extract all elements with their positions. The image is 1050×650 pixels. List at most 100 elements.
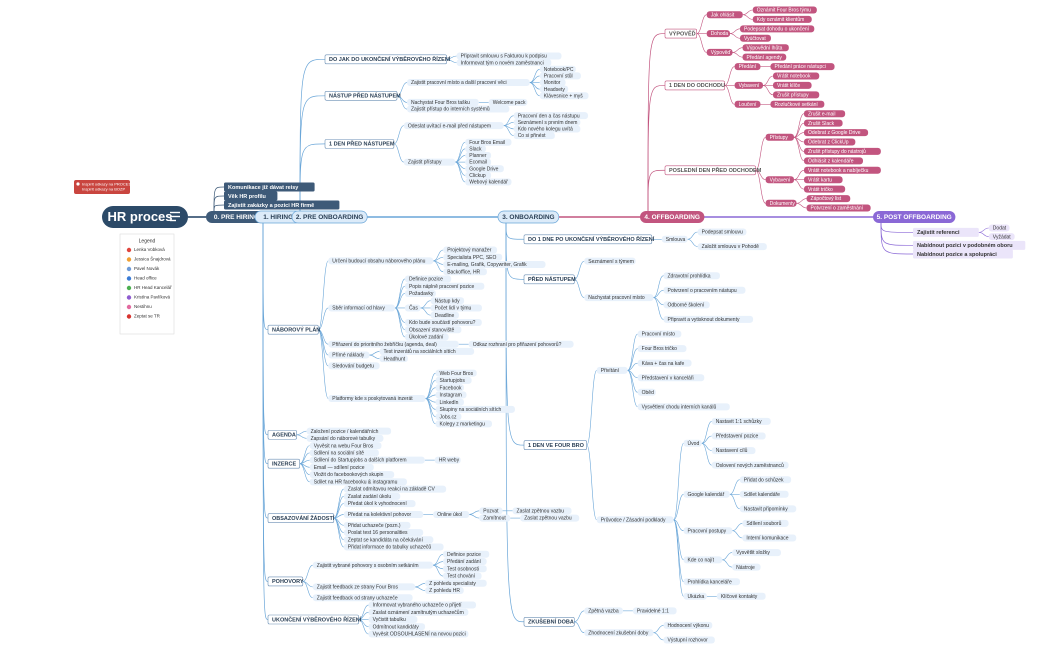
topic-box: [343, 500, 416, 508]
connector: [627, 348, 638, 371]
subtopic: Definice pozice: [404, 275, 452, 283]
topic-label: Oslovení nových zaměstnanců: [716, 462, 784, 469]
topic-box: [435, 398, 464, 406]
topic-label: Zapsání do náborové tabulky: [311, 436, 376, 442]
topic-label: Zrušit přístupy do nástrojů: [808, 148, 866, 155]
subtopic: Four Bros Email: [465, 138, 512, 146]
topic-label: Skupiny na sociálních sítích: [440, 407, 502, 413]
topic-box: [465, 178, 512, 186]
topic-box: [806, 195, 851, 203]
topic-box: [663, 272, 720, 280]
legend-label: Jessica Šnajdrová: [134, 256, 171, 262]
topic-box: [435, 369, 477, 377]
subtopic: Zaslat zpětnou vazbu: [520, 514, 580, 522]
topic-label: Odeslat uvítací e-mail před nástupem: [408, 123, 491, 129]
subtopic: Odkaz rozhraní pro přiřazení pohovorů?: [468, 340, 574, 348]
topic-box: [324, 139, 395, 149]
subtopic: Předání: [734, 63, 761, 70]
topic-box: [513, 125, 581, 133]
topic-label: Komunikace již dávat reisy: [228, 185, 299, 191]
subtopic: Ukázka: [683, 592, 707, 600]
connector: [978, 232, 989, 237]
branch-label: 3. ONBOARDING: [502, 214, 554, 221]
topic-label: Sdílení souborů: [746, 520, 781, 527]
central-box: [102, 206, 188, 228]
branch-label: 1. HIRING: [263, 214, 293, 221]
subtopic: Platformy kde s poskytovaná inzerát: [328, 395, 426, 402]
legend-title: Legend: [139, 238, 156, 244]
topic-box: [443, 550, 490, 558]
topic-box: [430, 311, 459, 319]
topic-box: [739, 476, 792, 484]
topic-label: Požadavky: [409, 291, 434, 297]
topic-box: [683, 578, 740, 586]
topic: Zajistit zakázky a pozici HR firmě: [224, 200, 340, 210]
topic-box: [407, 79, 530, 87]
legend-icon: [126, 247, 132, 253]
topic-box: [584, 607, 623, 615]
subtopic: Oznámit Four Bros týmu: [752, 6, 817, 14]
connector: [653, 289, 664, 298]
subtopic: Headhunt: [379, 355, 408, 362]
topic-box: [456, 52, 562, 60]
subtopic: Oslovení nových zaměstnanců: [711, 461, 789, 469]
topic-box: [539, 85, 569, 93]
topic-box: [435, 384, 464, 392]
topic-box: [328, 351, 370, 359]
topic-label: Vybavení: [739, 83, 760, 89]
subtopic: Zajistit pracovní místo a další pracovní…: [407, 79, 530, 86]
connector: [446, 59, 457, 63]
connector: [732, 530, 743, 539]
topic-label: Web Four Bros: [440, 371, 474, 377]
topic-label: Založit smlouvu v Pohodě: [702, 244, 759, 250]
topic-label: Sdílet kalendáře: [744, 492, 780, 498]
topic-label: Zajistit vybrané pohovory s osobním setk…: [317, 563, 419, 569]
connector: [586, 444, 597, 521]
connector: [318, 329, 329, 367]
topic-box: [324, 54, 447, 65]
topic-label: Přidat uchazeče (pozn.): [348, 523, 401, 529]
topic: PŘED NÁSTUPEM: [523, 274, 576, 285]
topic-box: [309, 449, 379, 457]
main-branch: 3. ONBOARDING: [497, 210, 560, 224]
subtopic: Zeptat se kandidáta na očekávání: [343, 536, 434, 543]
subtopic: Odhlásit z kalendáře: [804, 157, 863, 164]
subtopic: Přístupy: [765, 133, 794, 141]
topic-label: Nástroje: [736, 565, 755, 571]
subtopic: Káva + čas na kafe: [637, 359, 692, 367]
connector: [425, 398, 436, 425]
topic-box: [309, 471, 395, 479]
subtopic: Předání zadání: [443, 558, 487, 565]
topic-box: [770, 63, 835, 71]
topic-label: Projektový manažer: [447, 248, 492, 254]
topic-label: Podepsat dohodu o ukončení: [744, 26, 810, 32]
topic-label: Předání: [739, 64, 757, 70]
subtopic: Vložit do facebookových skupin: [309, 471, 395, 479]
topic-label: Vrátit notebook a nabíječku: [808, 168, 869, 174]
connector: [722, 552, 733, 561]
topic-box: [513, 112, 588, 120]
topic-label: Vyčistit tabulku: [373, 617, 406, 623]
topic-box: [456, 59, 552, 67]
topic-box: [443, 246, 498, 254]
subtopic: Nachystat Four Bros tašku: [407, 98, 479, 106]
topic-label: Specialista PPC, SEO: [447, 255, 496, 261]
connector: [724, 66, 735, 86]
subtopic: Zajistit přístup do interních systémů: [407, 105, 510, 113]
topic-label: Informovat vybraného uchazeče o přijetí: [373, 603, 463, 609]
topic-label: Klávesnice + myš: [544, 93, 584, 99]
topic-box: [596, 516, 674, 524]
topic-box: [804, 129, 869, 137]
topic-label: Čas: [409, 305, 418, 312]
topic-label: Test chování: [447, 574, 476, 580]
topic-label: Vyúčtovat: [744, 36, 766, 42]
topic-label: Co si přinést: [518, 133, 546, 139]
subtopic: Sledování budgetu: [328, 362, 380, 370]
subtopic: Přiřazení do prioritního žebříčku (agend…: [328, 340, 459, 348]
subtopic: Obsazení stanoviště: [404, 326, 462, 333]
topic-label: Připravit smlouvu s Fakturou k podpisu: [461, 54, 547, 60]
topic-box: [309, 478, 407, 486]
topic-box: [765, 133, 794, 141]
topic-label: POHOVORY: [272, 579, 304, 585]
subtopic: Vrátit notebook a nabíječku: [804, 166, 881, 174]
